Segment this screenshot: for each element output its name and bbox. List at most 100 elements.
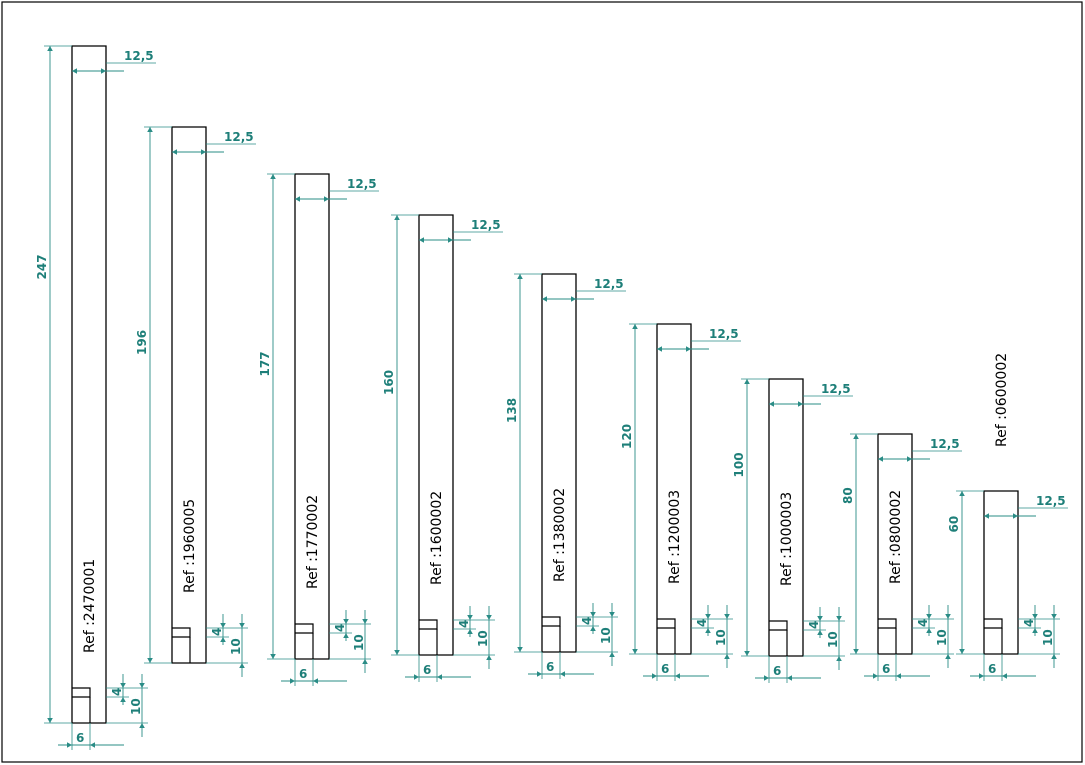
ref-label: Ref :1770002	[305, 495, 321, 589]
height-arrow-top	[517, 274, 523, 279]
slot-height-label: 10	[129, 698, 143, 715]
slot-height-arrow-top	[362, 619, 368, 624]
height-label: 80	[841, 487, 855, 504]
part-9: 60 12,5 Ref :0600002 4 10 6	[947, 353, 1068, 681]
slot-offset-arrow-bottom	[467, 629, 473, 634]
slot-width-arrow-right	[313, 678, 318, 684]
slot-height-label: 10	[935, 629, 949, 646]
slot-width-arrow-left	[873, 673, 878, 679]
slot-height-arrow-bottom	[139, 723, 145, 728]
slot-offset-arrow-bottom	[220, 637, 226, 642]
ref-label: Ref :0800002	[888, 490, 904, 584]
slot-height-arrow-bottom	[945, 654, 951, 659]
slot-offset-arrow-top	[590, 612, 596, 617]
slot-height-arrow-top	[139, 683, 145, 688]
slot-width-arrow-left	[537, 671, 542, 677]
slot-outline	[542, 616, 561, 627]
height-arrow-bottom	[632, 649, 638, 654]
slot-height-arrow-top	[1051, 614, 1057, 619]
height-label: 120	[620, 424, 634, 449]
width-arrow-right	[1013, 513, 1018, 519]
slot-height-arrow-bottom	[486, 655, 492, 660]
width-label: 12,5	[1036, 494, 1066, 508]
slot-width-arrow-right	[437, 674, 442, 680]
slot-outline	[984, 618, 1003, 629]
slot-width-arrow-right	[896, 673, 901, 679]
height-arrow-top	[47, 46, 53, 51]
height-arrow-top	[147, 127, 153, 132]
slot-offset-arrow-bottom	[817, 630, 823, 635]
slot-outline	[878, 618, 897, 629]
height-arrow-top	[632, 324, 638, 329]
height-label: 60	[947, 516, 961, 533]
slot-height-arrow-top	[486, 615, 492, 620]
slot-width-label: 6	[661, 662, 669, 676]
slot-offset-arrow-top	[343, 619, 349, 624]
width-arrow-left	[295, 196, 300, 202]
width-arrow-left	[172, 149, 177, 155]
slot-offset-arrow-top	[1032, 614, 1038, 619]
part-3: 177 12,5 Ref :1770002 4 10 6	[258, 173, 379, 686]
slot-offset-arrow-bottom	[590, 626, 596, 631]
width-arrow-right	[907, 456, 912, 462]
ref-label: Ref :2470001	[82, 559, 98, 653]
slot-width-arrow-right	[675, 673, 680, 679]
height-arrow-top	[853, 434, 859, 439]
part-outline	[983, 490, 1019, 655]
slot-offset-arrow-bottom	[926, 628, 932, 633]
slot-height-label: 10	[826, 631, 840, 648]
parts-layer: 247 12,5 Ref :2470001 4 10 6 196 12,5 Ref :19600…	[35, 45, 1068, 750]
width-label: 12,5	[124, 49, 154, 63]
slot-width-label: 6	[76, 731, 84, 745]
slot-height-arrow-bottom	[1051, 654, 1057, 659]
width-arrow-left	[984, 513, 989, 519]
slot-height-arrow-bottom	[239, 663, 245, 668]
height-arrow-bottom	[853, 649, 859, 654]
slot-height-arrow-top	[945, 614, 951, 619]
slot-offset-label: 4	[457, 620, 471, 628]
slot-width-label: 6	[988, 662, 996, 676]
slot-width-arrow-left	[414, 674, 419, 680]
slot-offset-arrow-top	[705, 614, 711, 619]
slot-width-label: 6	[299, 667, 307, 681]
width-arrow-left	[542, 296, 547, 302]
part-outline	[656, 323, 692, 655]
width-arrow-right	[686, 346, 691, 352]
slot-offset-label: 4	[210, 628, 224, 636]
slot-height-label: 10	[1041, 629, 1055, 646]
height-label: 177	[258, 351, 272, 376]
slot-height-arrow-bottom	[362, 659, 368, 664]
height-label: 138	[505, 398, 519, 423]
height-arrow-top	[744, 379, 750, 384]
slot-width-arrow-left	[290, 678, 295, 684]
slot-width-arrow-left	[652, 673, 657, 679]
slot-width-arrow-right	[90, 742, 95, 748]
height-label: 247	[35, 254, 49, 279]
slot-outline	[769, 620, 788, 631]
height-label: 196	[135, 330, 149, 355]
width-label: 12,5	[347, 177, 377, 191]
ref-label: Ref :1380002	[552, 488, 568, 582]
width-arrow-right	[448, 237, 453, 243]
slot-offset-arrow-bottom	[343, 633, 349, 638]
slot-outline	[295, 623, 314, 634]
height-arrow-bottom	[517, 647, 523, 652]
height-arrow-bottom	[270, 654, 276, 659]
slot-height-label: 10	[352, 634, 366, 651]
ref-label: Ref :1600002	[429, 491, 445, 585]
slot-height-arrow-bottom	[724, 654, 730, 659]
height-label: 160	[382, 370, 396, 395]
part-4: 160 12,5 Ref :1600002 4 10 6	[382, 214, 503, 682]
height-arrow-bottom	[959, 649, 965, 654]
slot-height-arrow-bottom	[836, 656, 842, 661]
width-arrow-left	[769, 401, 774, 407]
slot-offset-label: 4	[916, 619, 930, 627]
slot-offset-arrow-top	[120, 683, 126, 688]
part-1: 247 12,5 Ref :2470001 4 10 6	[35, 45, 156, 750]
width-arrow-left	[657, 346, 662, 352]
slot-offset-arrow-top	[926, 614, 932, 619]
ref-label: Ref :1200003	[667, 490, 683, 584]
width-label: 12,5	[224, 130, 254, 144]
slot-width-arrow-left	[764, 675, 769, 681]
slot-width-arrow-right	[1002, 673, 1007, 679]
